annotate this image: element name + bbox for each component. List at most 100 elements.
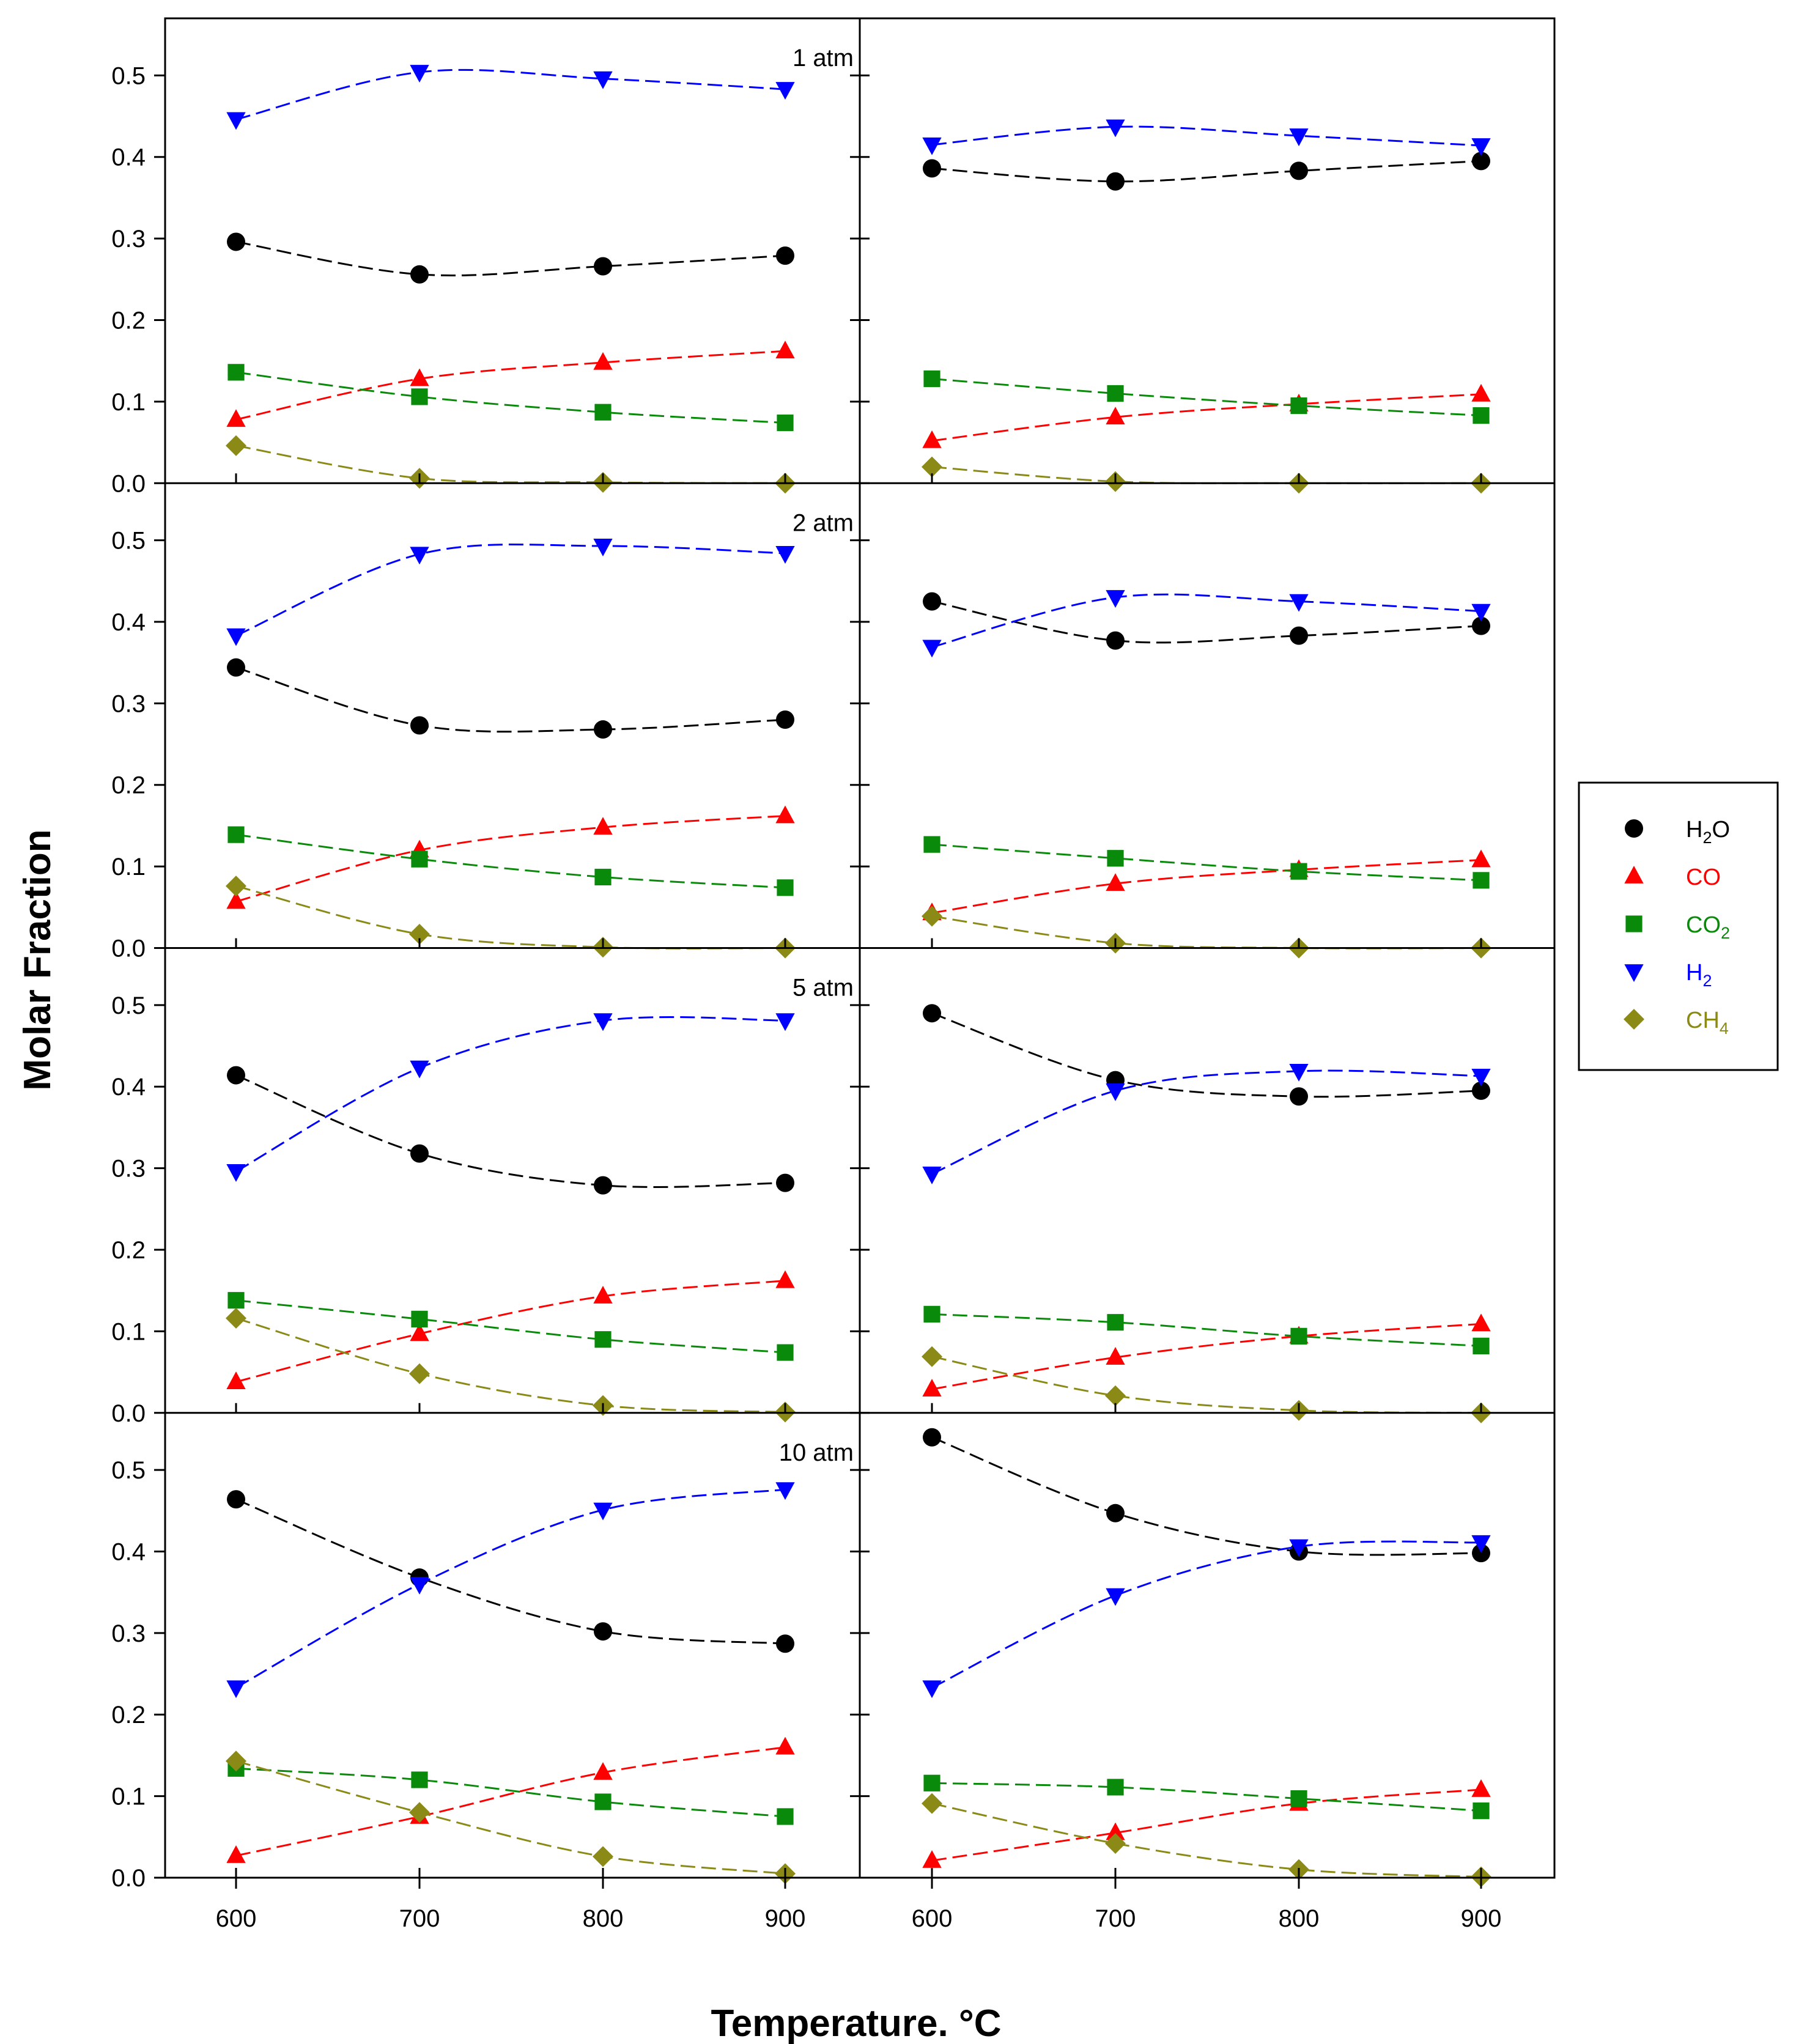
data-point-co2-600 [923,370,940,388]
panel-3-left [226,1013,796,1423]
y-tick-label: 0.3 [111,226,146,253]
panel-1-right [922,119,1491,494]
legend-entry-h2o: H2O [1625,817,1730,847]
data-point-co2-800 [594,868,612,886]
data-point-h2o-700 [1106,172,1125,191]
y-tick-label: 0.2 [111,1702,146,1729]
y-tick-label: 0.4 [111,144,146,171]
data-point-co2-700 [411,850,428,868]
data-point-co-600 [226,1371,246,1389]
data-point-h2o-700 [1106,631,1125,650]
data-point-co2-600 [227,826,245,843]
y-tick-label: 0.2 [111,307,146,334]
data-point-co2-800 [594,1793,612,1810]
data-point-ch4-600 [226,435,246,456]
data-point-ch4-600 [922,1793,942,1814]
legend-marker-co2 [1625,915,1643,932]
data-point-h2-800 [1289,1539,1309,1557]
data-point-ch4-700 [409,1363,430,1384]
series-line-h2 [235,1016,786,1173]
series-line-co [235,350,786,421]
data-point-co2-800 [1290,397,1307,415]
y-tick-label: 0.0 [111,470,146,497]
y-tick-label: 0.1 [111,1784,146,1810]
series-line-co [931,393,1482,442]
data-point-co-800 [593,1762,613,1780]
data-point-co-600 [922,430,942,448]
pressure-label: 1 atm [793,45,854,72]
data-point-co-600 [922,1850,942,1868]
ticks-layer: 0.0 0.1 0.2 0.3 0.4 0.5 0.0 0.1 0.2 0.3 0.4 0.5 0.0 0… [111,62,1501,1932]
panel-4-right [922,1428,1491,1887]
series-line-h2o [235,1074,786,1188]
series-line-co [235,1746,786,1857]
data-point-h2-800 [1289,594,1309,612]
data-point-h2o-800 [594,1176,612,1195]
data-point-co2-800 [1290,1327,1307,1345]
panel-3: 5 atm [226,975,1491,1423]
data-point-co2-800 [1290,1790,1307,1807]
panel-4-left [226,1482,796,1884]
data-point-co2-800 [594,1331,612,1348]
series-line-co2 [931,1313,1482,1347]
data-point-co-600 [226,409,246,427]
data-point-h2o-900 [1472,152,1490,171]
data-point-co-700 [410,368,429,386]
legend-marker-h2o [1625,819,1643,838]
data-point-h2-800 [593,1013,613,1031]
series-line-ch4 [235,1317,786,1413]
pressure-label: 2 atm [793,509,854,536]
data-point-co-900 [775,1736,795,1755]
y-tick-label: 0.1 [111,389,146,416]
data-point-co2-700 [411,388,428,405]
data-point-h2-700 [1106,590,1125,608]
x-tick-label: 600 [912,1905,953,1932]
data-point-ch4-600 [226,1751,246,1772]
legend-entry-co2: CO2 [1625,912,1730,942]
data-point-h2o-600 [227,1066,245,1085]
data-point-ch4-600 [922,906,942,927]
legend-entry-co: CO [1624,865,1721,890]
data-point-h2-800 [1289,1063,1309,1082]
data-point-co2-900 [777,1808,794,1825]
series-line-h2 [931,1540,1482,1689]
data-point-h2o-600 [923,1428,941,1447]
series-line-h2o [235,1498,786,1645]
data-point-co2-900 [777,414,794,432]
series-line-ch4 [931,1802,1482,1878]
x-tick-label: 700 [399,1905,440,1932]
data-point-h2o-800 [1290,626,1308,645]
data-point-h2o-600 [923,1004,941,1023]
series-line-co [931,858,1482,914]
series-line-co2 [931,1782,1482,1812]
data-point-h2-700 [1106,1083,1125,1101]
series-line-h2 [931,1069,1482,1175]
data-point-co-600 [226,1845,246,1863]
panel-1-left [226,65,796,494]
data-point-h2o-900 [1472,1081,1490,1100]
series-line-ch4 [235,885,786,950]
data-point-h2-700 [410,547,429,565]
data-point-co2-900 [1473,872,1490,889]
data-point-h2-600 [922,137,942,155]
legend-entry-h2: H2 [1624,960,1712,990]
data-point-co2-800 [1290,863,1307,880]
data-point-co2-900 [1473,407,1490,424]
data-point-co-900 [775,805,795,824]
series-line-h2 [235,1488,786,1689]
data-point-h2o-700 [410,716,429,735]
legend: H2O CO CO2 H2 CH4 [1578,781,1779,1071]
pressure-label: 5 atm [793,975,854,1002]
x-tick-label: 800 [1279,1905,1320,1932]
y-tick-label: 0.4 [111,1538,146,1565]
legend-entry-ch4: CH4 [1624,1008,1729,1038]
data-point-co2-700 [1107,1779,1124,1796]
labels-layer: Temperature. °C Molar Fraction [17,829,1002,2044]
series-line-ch4 [931,466,1482,484]
data-point-co-900 [775,341,795,359]
data-point-h2-600 [922,1167,942,1184]
data-point-h2-700 [410,65,429,83]
series-line-h2 [931,593,1482,648]
data-point-co-600 [922,1379,942,1396]
series-line-co2 [235,371,786,424]
